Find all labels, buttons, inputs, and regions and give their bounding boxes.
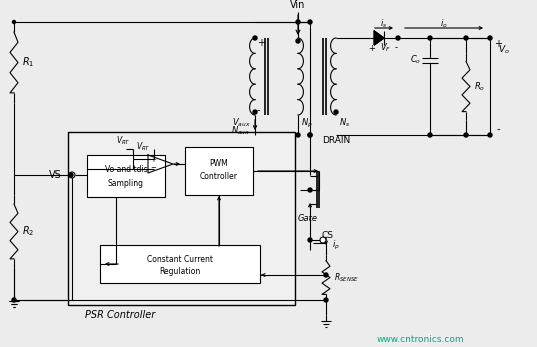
Text: $i_s$: $i_s$ xyxy=(380,18,388,30)
Circle shape xyxy=(69,172,75,178)
Circle shape xyxy=(296,39,300,43)
Text: DRAIN: DRAIN xyxy=(322,135,350,144)
Text: $R_1$: $R_1$ xyxy=(22,56,34,69)
Text: $V_{RT}$: $V_{RT}$ xyxy=(136,141,150,153)
Circle shape xyxy=(12,298,16,302)
Text: $N_p$: $N_p$ xyxy=(301,117,313,129)
Text: www.cntronics.com: www.cntronics.com xyxy=(376,336,464,345)
Text: $N_{aux}$: $N_{aux}$ xyxy=(231,125,251,137)
Text: PWM: PWM xyxy=(209,159,228,168)
Text: $i_o$: $i_o$ xyxy=(440,18,448,30)
Bar xyxy=(100,245,260,283)
Text: -: - xyxy=(496,124,500,134)
Polygon shape xyxy=(374,31,384,45)
Text: Vin: Vin xyxy=(291,0,306,10)
Text: $R_2$: $R_2$ xyxy=(22,225,34,238)
Text: $V_{aux}$: $V_{aux}$ xyxy=(232,117,250,129)
Text: Sampling: Sampling xyxy=(108,178,144,187)
Text: Gate: Gate xyxy=(298,213,318,222)
Text: $R_{SENSE}$: $R_{SENSE}$ xyxy=(334,271,359,284)
Text: $C_o$: $C_o$ xyxy=(410,54,422,66)
Circle shape xyxy=(296,133,300,137)
Text: -: - xyxy=(395,43,397,52)
Circle shape xyxy=(428,133,432,137)
Text: -: - xyxy=(257,105,260,115)
Circle shape xyxy=(296,20,300,24)
Circle shape xyxy=(334,110,338,114)
Circle shape xyxy=(488,133,492,137)
Text: Controller: Controller xyxy=(200,171,238,180)
Circle shape xyxy=(253,110,257,114)
Text: $V_F$: $V_F$ xyxy=(380,42,391,54)
Text: $V_{RT}$: $V_{RT}$ xyxy=(115,135,130,147)
Circle shape xyxy=(253,36,257,40)
Text: $N_s$: $N_s$ xyxy=(339,117,350,129)
Bar xyxy=(68,132,295,305)
Circle shape xyxy=(308,133,312,137)
Circle shape xyxy=(324,273,328,277)
Text: −: − xyxy=(150,165,156,171)
Circle shape xyxy=(488,36,492,40)
Text: +: + xyxy=(494,39,502,49)
Circle shape xyxy=(12,20,16,24)
Circle shape xyxy=(324,298,328,302)
Bar xyxy=(185,147,253,195)
Text: $V_o$: $V_o$ xyxy=(498,44,510,56)
Circle shape xyxy=(396,36,400,40)
Text: +: + xyxy=(257,38,265,48)
Text: Vo and tdis: Vo and tdis xyxy=(105,164,147,174)
Text: CS: CS xyxy=(322,230,334,239)
Circle shape xyxy=(308,188,312,192)
Text: VS: VS xyxy=(49,170,62,180)
Text: +: + xyxy=(368,43,375,52)
Circle shape xyxy=(428,36,432,40)
Circle shape xyxy=(308,20,312,24)
Text: +: + xyxy=(150,157,156,163)
Text: $R_o$: $R_o$ xyxy=(474,80,485,93)
Circle shape xyxy=(308,238,312,242)
Text: PSR Controller: PSR Controller xyxy=(85,310,155,320)
Circle shape xyxy=(308,133,312,137)
Bar xyxy=(87,155,165,197)
Circle shape xyxy=(464,133,468,137)
Circle shape xyxy=(464,36,468,40)
Text: $i_p$: $i_p$ xyxy=(332,238,340,252)
Text: Regulation: Regulation xyxy=(159,268,201,277)
Text: Constant Current: Constant Current xyxy=(147,254,213,263)
Circle shape xyxy=(320,237,326,243)
Circle shape xyxy=(69,173,73,177)
